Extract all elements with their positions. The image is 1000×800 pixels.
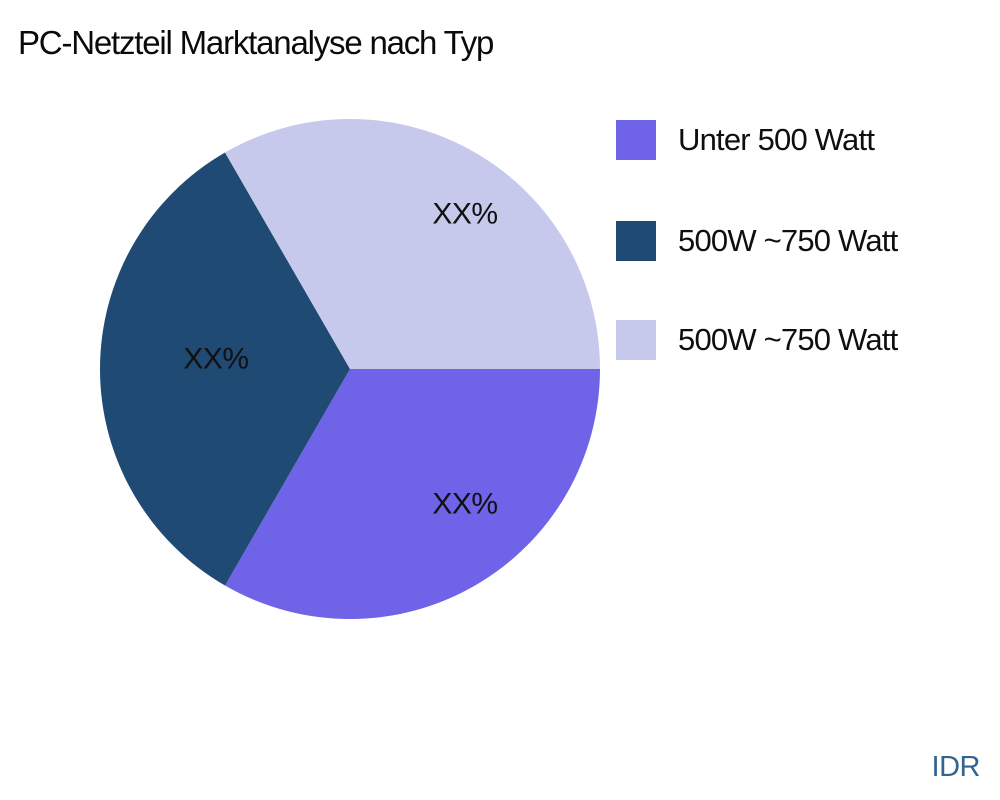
pie-slice-1[interactable] (225, 369, 600, 619)
legend-swatch-2 (616, 221, 656, 261)
legend-label-2: 500W ~750 Watt (678, 223, 898, 258)
slice-label-3: XX% (432, 198, 497, 231)
legend-label-1: Unter 500 Watt (678, 122, 875, 157)
legend-item-500w-750-watt-dark[interactable]: 500W ~750 Watt (616, 221, 898, 261)
legend-item-unter-500-watt[interactable]: Unter 500 Watt (616, 120, 875, 160)
legend-label-3: 500W ~750 Watt (678, 322, 898, 357)
pie-slice-3[interactable] (225, 118, 600, 369)
chart-title: PC-Netzteil Marktanalyse nach Typ (18, 24, 494, 61)
slice-label-1: XX% (432, 488, 497, 521)
legend-swatch-1 (616, 120, 656, 160)
legend-item-500w-750-watt-light[interactable]: 500W ~750 Watt (616, 320, 898, 360)
legend-swatch-3 (616, 320, 656, 360)
watermark: IDR (931, 751, 981, 783)
slice-label-2: XX% (183, 343, 248, 376)
